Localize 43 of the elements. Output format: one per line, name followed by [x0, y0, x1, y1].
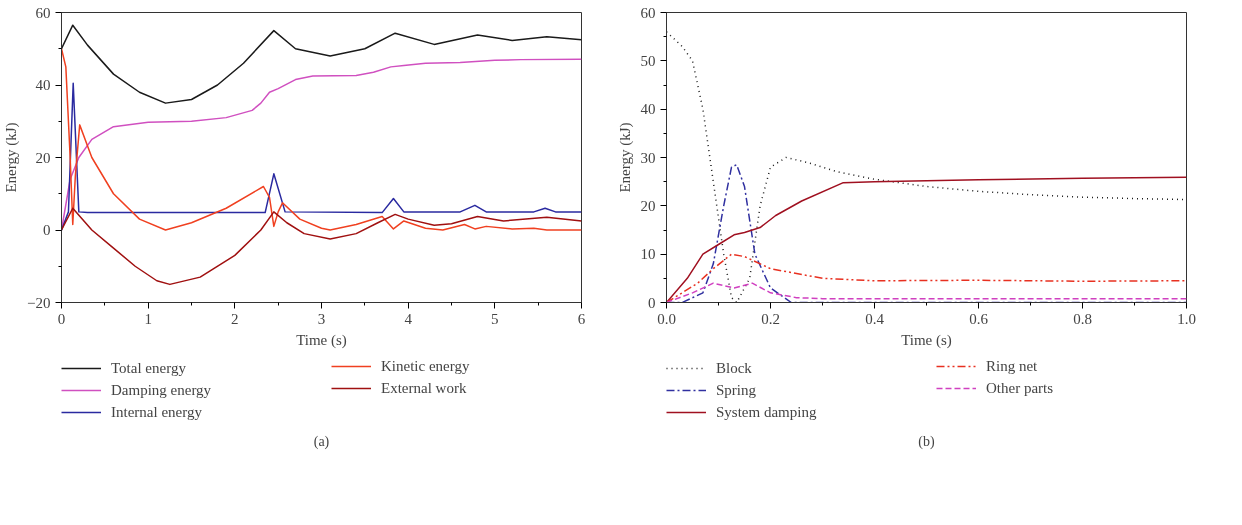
y-tick-label: 20 [640, 197, 656, 214]
x-tick-label: 3 [317, 310, 326, 327]
y-tick-label: 40 [640, 101, 656, 118]
x-tick-label: 0.8 [1073, 310, 1092, 327]
legend-label: Kinetic energy [381, 357, 470, 375]
legend-label: Internal energy [111, 403, 202, 421]
y-tick-label: 10 [640, 246, 656, 263]
x-tick-label: 1 [144, 310, 152, 327]
legend-label: Other parts [986, 379, 1054, 397]
y-axis-title: Energy (kJ) [3, 122, 21, 193]
x-tick-label: 0.2 [761, 310, 780, 327]
legend-label: Spring [716, 381, 757, 399]
x-tick-label: 0 [57, 310, 66, 327]
line-series [61, 207, 582, 286]
x-tick-label: 4 [404, 310, 413, 327]
x-tick-label: 0.6 [969, 310, 989, 327]
x-axis-title: Time (s) [296, 331, 347, 349]
x-tick-label: 2 [231, 310, 239, 327]
legend-label: Damping energy [111, 381, 212, 399]
y-tick-label: 60 [640, 4, 656, 21]
x-axis-title: Time (s) [901, 331, 952, 349]
y-tick-label: 0 [648, 294, 656, 311]
y-tick-label: −20 [27, 294, 51, 311]
legend-label: Ring net [986, 357, 1038, 375]
x-tick-label: 6 [577, 310, 586, 327]
y-tick-label: 0 [43, 222, 51, 238]
legend-label: Total energy [111, 359, 186, 377]
x-tick-label: 0.4 [865, 310, 885, 327]
y-tick-label: 40 [35, 77, 51, 93]
x-tick-label: 0.0 [657, 310, 676, 327]
y-axis-title: Energy (kJ) [616, 122, 634, 193]
x-tick-label: 1.0 [1177, 310, 1196, 327]
x-tick-label: 5 [491, 310, 499, 327]
legend-label: Block [716, 359, 752, 377]
y-tick-label: 50 [640, 52, 656, 69]
y-tick-label: 20 [35, 149, 51, 166]
text: (b) [918, 433, 935, 450]
text: (a) [313, 433, 330, 450]
legend-label: External work [381, 379, 467, 397]
y-tick-label: 30 [640, 149, 656, 166]
y-tick-label: 60 [35, 4, 51, 21]
line-series [61, 24, 582, 104]
legend-label: System damping [716, 403, 817, 421]
